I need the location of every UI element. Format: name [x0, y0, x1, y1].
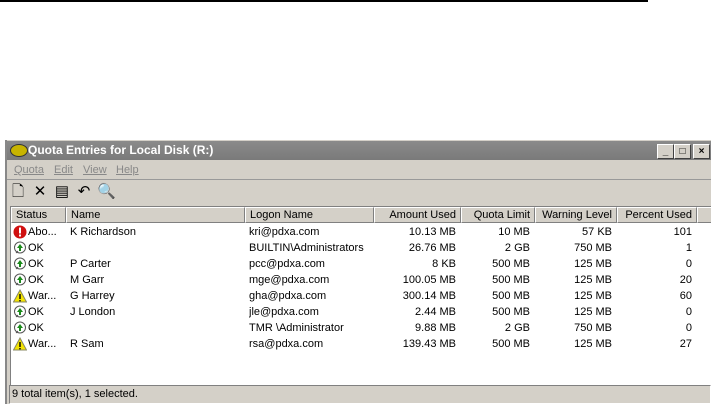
horizontal-rule [0, 0, 648, 2]
quota-limit-cell: 500 MB [492, 306, 530, 318]
percent-used-cell: 0 [685, 258, 692, 270]
warning-level-cell: 125 MB [574, 258, 612, 270]
column-percent-used[interactable]: Percent Used [617, 207, 697, 223]
amount-used-cell: 8 KB [432, 258, 456, 270]
find-icon[interactable]: 🔍 [97, 183, 116, 200]
warning-level-cell: 125 MB [574, 290, 612, 302]
status-cell: OK [28, 274, 44, 286]
quota-list: Status Name Logon Name Amount Used Quota… [10, 206, 711, 386]
column-status[interactable]: Status [11, 207, 66, 223]
logon-name-cell: gha@pdxa.com [249, 290, 327, 302]
ok-status-icon [13, 321, 27, 335]
title-bar[interactable]: Quota Entries for Local Disk (R:) _ □ × [7, 141, 711, 160]
close-button[interactable]: × [693, 144, 710, 159]
quota-limit-cell: 10 MB [498, 226, 530, 238]
table-row[interactable]: OK TMR \Administrator 9.88 MB 2 GB 750 M… [11, 320, 711, 336]
amount-used-cell: 26.76 MB [408, 242, 456, 254]
name-cell: P Carter [70, 258, 111, 270]
menu-help[interactable]: Help [116, 164, 139, 176]
table-row[interactable]: OK P Carter pcc@pdxa.com 8 KB 500 MB 125… [11, 256, 711, 272]
minimize-button[interactable]: _ [657, 144, 674, 159]
warning-status-icon [12, 336, 28, 351]
column-amount-used[interactable]: Amount Used [374, 207, 461, 223]
amount-used-cell: 300.14 MB [402, 290, 456, 302]
amount-used-cell: 9.88 MB [415, 322, 456, 334]
menu-view[interactable]: View [83, 164, 107, 176]
amount-used-cell: 100.05 MB [402, 274, 456, 286]
column-logon-name[interactable]: Logon Name [245, 207, 374, 223]
warning-level-cell: 125 MB [574, 306, 612, 318]
quota-limit-cell: 500 MB [492, 258, 530, 270]
amount-used-cell: 139.43 MB [402, 338, 456, 350]
table-row[interactable]: OK BUILTIN\Administrators 26.76 MB 2 GB … [11, 240, 711, 256]
name-cell: K Richardson [70, 226, 137, 238]
maximize-button[interactable]: □ [674, 144, 691, 159]
status-bar: 9 total item(s), 1 selected. [9, 385, 711, 404]
name-cell: G Harrey [70, 290, 115, 302]
warning-status-icon [12, 288, 28, 303]
table-row[interactable]: War... G Harrey gha@pdxa.com 300.14 MB 5… [11, 288, 711, 304]
name-cell: R Sam [70, 338, 104, 350]
quota-limit-cell: 500 MB [492, 274, 530, 286]
warning-level-cell: 750 MB [574, 322, 612, 334]
delete-icon[interactable]: ✕ [33, 183, 47, 200]
percent-used-cell: 0 [685, 322, 692, 334]
error-status-icon [13, 225, 27, 239]
menu-bar: Quota Edit View Help [7, 161, 711, 180]
table-row[interactable]: OK J London jle@pdxa.com 2.44 MB 500 MB … [11, 304, 711, 320]
window-title: Quota Entries for Local Disk (R:) [28, 143, 214, 157]
logon-name-cell: BUILTIN\Administrators [249, 242, 364, 254]
logon-name-cell: kri@pdxa.com [249, 226, 320, 238]
quota-limit-cell: 2 GB [504, 242, 530, 254]
column-name[interactable]: Name [66, 207, 245, 223]
column-quota-limit[interactable]: Quota Limit [461, 207, 535, 223]
warning-level-cell: 125 MB [574, 274, 612, 286]
quota-limit-cell: 500 MB [492, 338, 530, 350]
logon-name-cell: mge@pdxa.com [249, 274, 330, 286]
warning-level-cell: 750 MB [574, 242, 612, 254]
ok-status-icon [13, 257, 27, 271]
quota-limit-cell: 2 GB [504, 322, 530, 334]
menu-edit[interactable]: Edit [54, 164, 73, 176]
percent-used-cell: 0 [685, 306, 692, 318]
column-warning-level[interactable]: Warning Level [535, 207, 617, 223]
percent-used-cell: 27 [679, 338, 692, 350]
logon-name-cell: jle@pdxa.com [249, 306, 319, 318]
ok-status-icon [13, 305, 27, 319]
disk-icon [10, 144, 28, 157]
warning-level-cell: 125 MB [574, 338, 612, 350]
table-row[interactable]: War... R Sam rsa@pdxa.com 139.43 MB 500 … [11, 336, 711, 352]
logon-name-cell: TMR \Administrator [249, 322, 344, 334]
percent-used-cell: 101 [673, 226, 692, 238]
properties-icon[interactable]: ▤ [54, 183, 70, 200]
amount-used-cell: 10.13 MB [408, 226, 456, 238]
status-cell: OK [28, 258, 44, 270]
menu-quota[interactable]: Quota [14, 164, 44, 176]
name-cell: J London [70, 306, 116, 318]
quota-limit-cell: 500 MB [492, 290, 530, 302]
ok-status-icon [13, 241, 27, 255]
status-cell: War... [28, 338, 57, 350]
quota-window: Quota Entries for Local Disk (R:) _ □ × … [5, 140, 711, 404]
name-cell: M Garr [70, 274, 105, 286]
warning-level-cell: 57 KB [582, 226, 612, 238]
percent-used-cell: 1 [685, 242, 692, 254]
undo-icon[interactable]: ↶ [77, 183, 91, 200]
status-cell: OK [28, 306, 44, 318]
status-cell: OK [28, 242, 44, 254]
table-row[interactable]: Abo... K Richardson kri@pdxa.com 10.13 M… [11, 224, 711, 240]
ok-status-icon [13, 273, 27, 287]
status-cell: War... [28, 290, 57, 302]
percent-used-cell: 20 [679, 274, 692, 286]
percent-used-cell: 60 [679, 290, 692, 302]
new-entry-icon[interactable]: 🗋 [11, 183, 25, 200]
table-row[interactable]: OK M Garr mge@pdxa.com 100.05 MB 500 MB … [11, 272, 711, 288]
logon-name-cell: pcc@pdxa.com [249, 258, 325, 270]
column-filler [697, 207, 711, 223]
amount-used-cell: 2.44 MB [415, 306, 456, 318]
logon-name-cell: rsa@pdxa.com [249, 338, 324, 350]
status-cell: Abo... [28, 226, 57, 238]
status-cell: OK [28, 322, 44, 334]
